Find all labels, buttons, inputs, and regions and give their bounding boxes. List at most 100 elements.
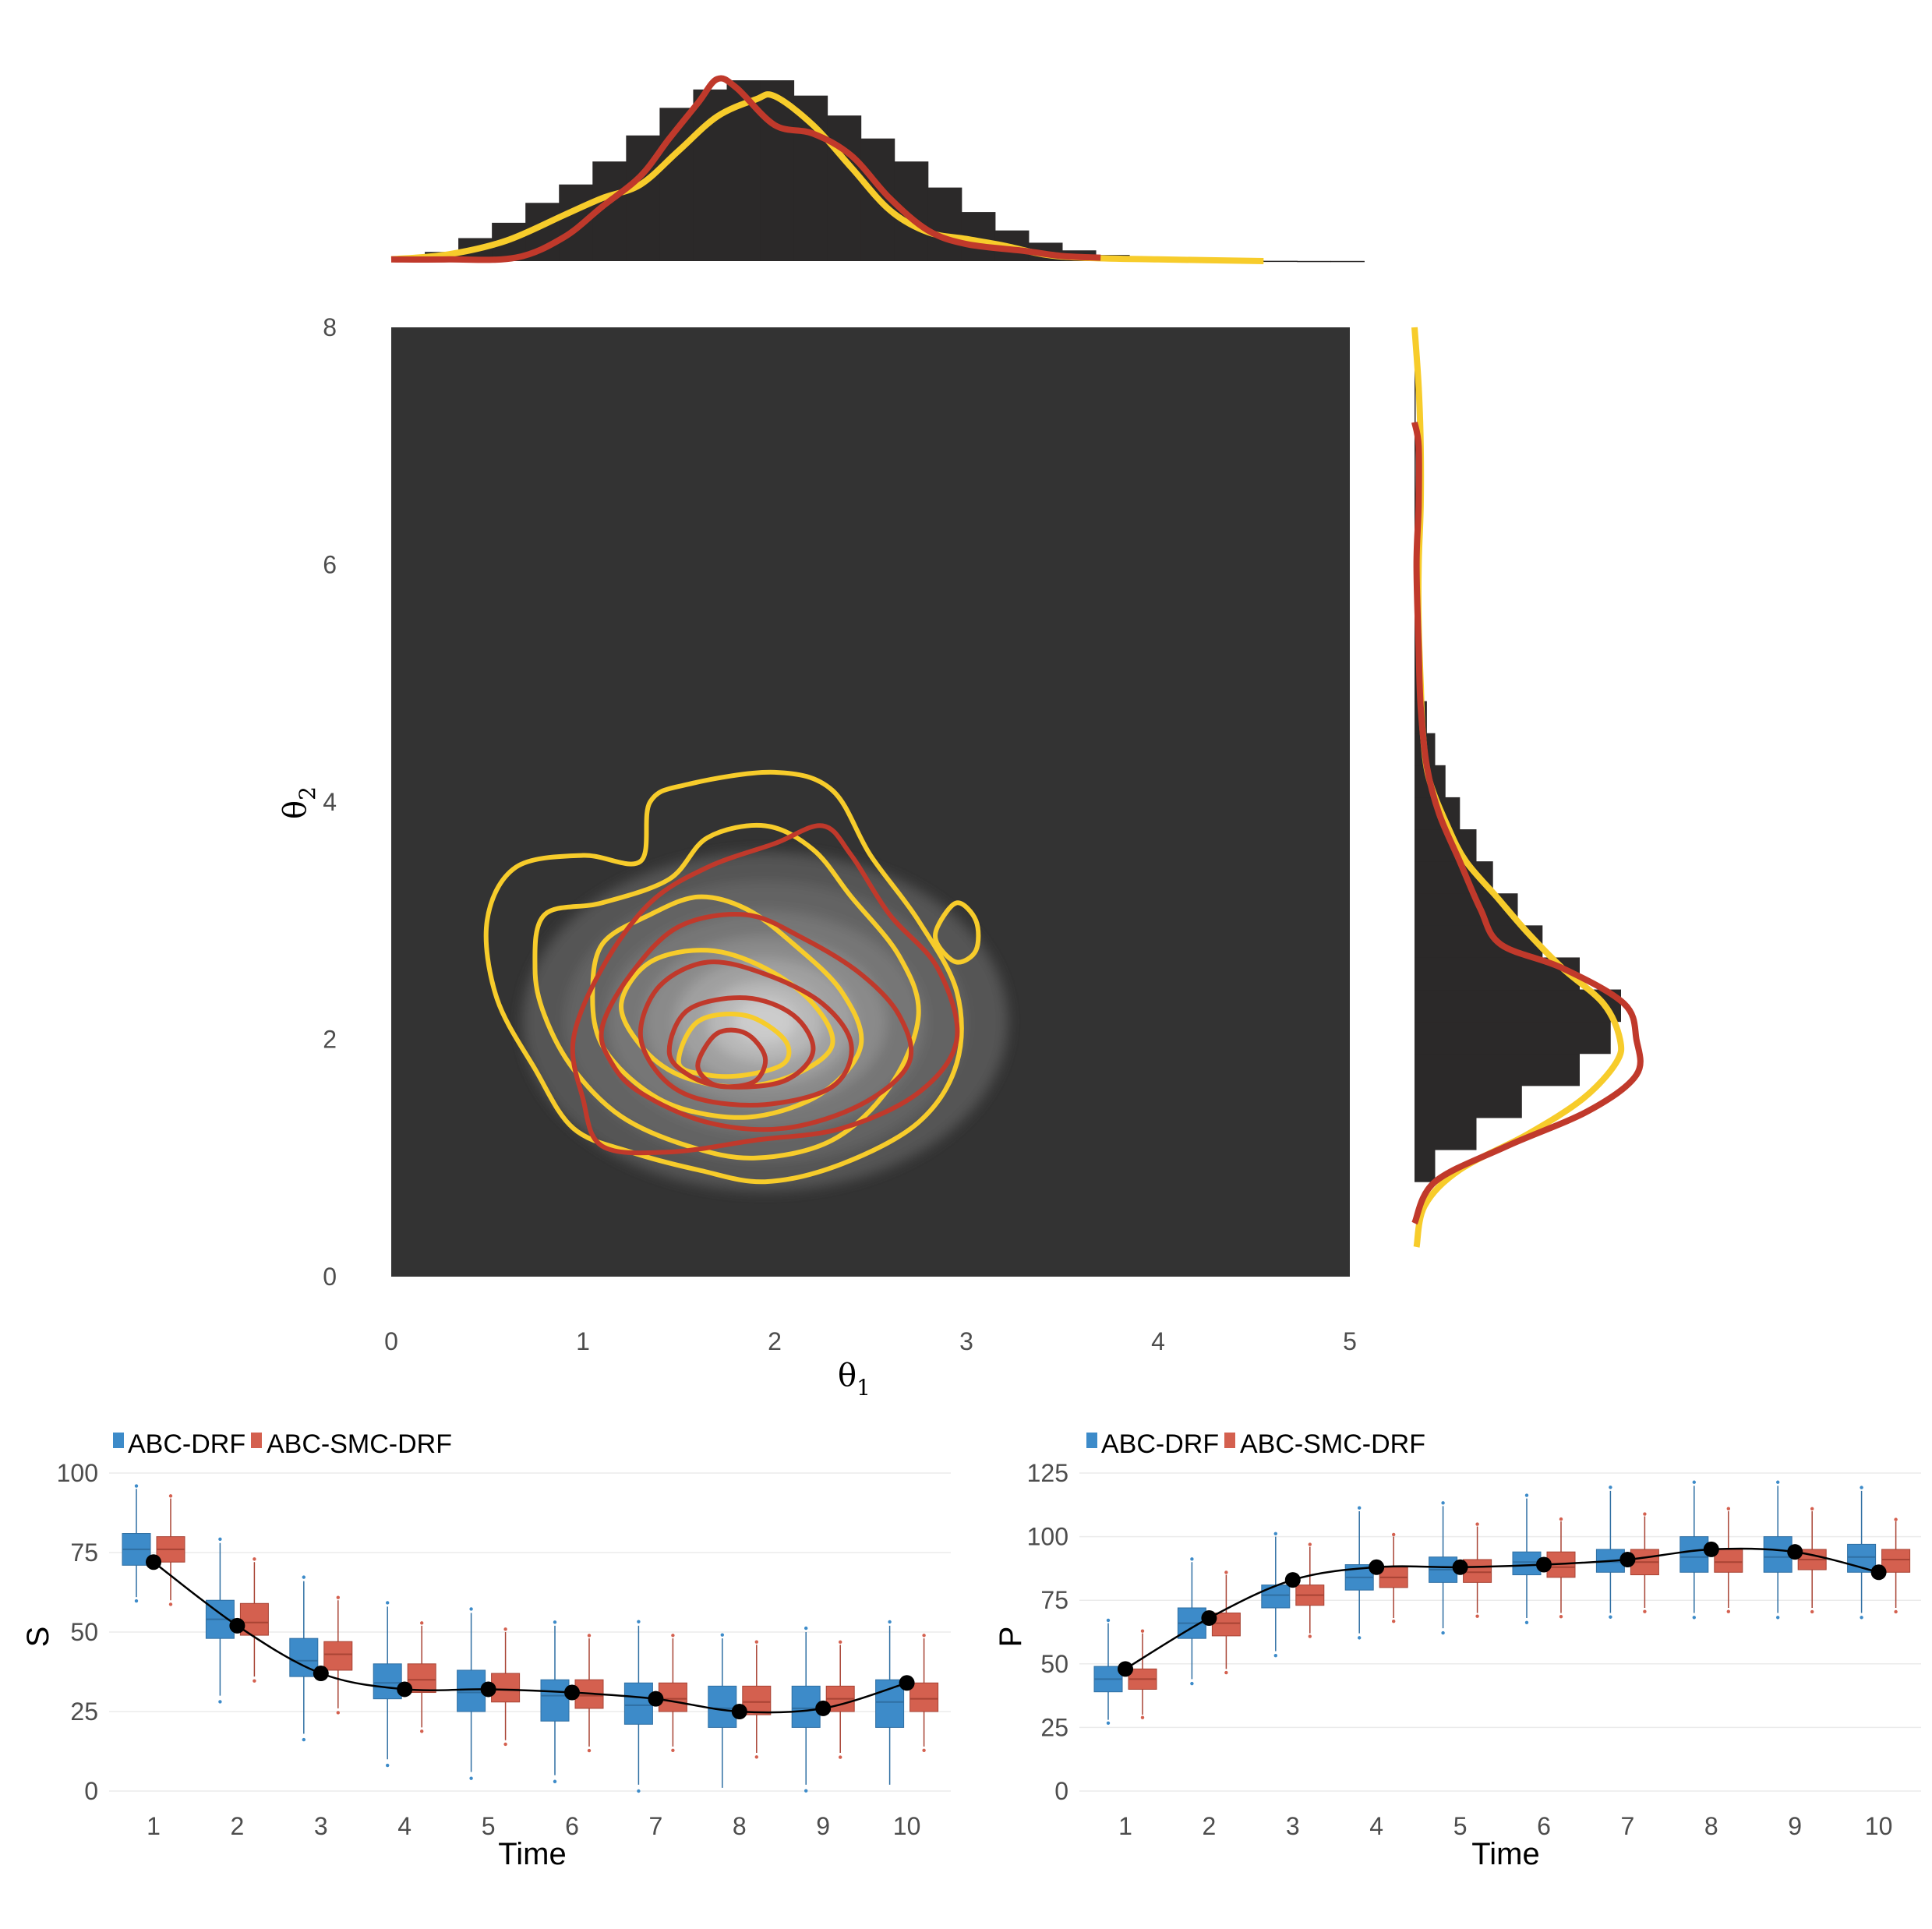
p-truth-point bbox=[1284, 1572, 1301, 1588]
s-box-body bbox=[623, 1682, 653, 1725]
s-box-abc-drf bbox=[791, 1626, 821, 1793]
p-truth-point bbox=[1870, 1564, 1887, 1581]
p-outlier bbox=[1524, 1620, 1529, 1624]
p-outlier bbox=[1190, 1557, 1194, 1561]
p-box-abc-drf bbox=[1847, 1486, 1877, 1620]
p-outlier bbox=[1358, 1506, 1362, 1510]
p-outlier bbox=[1441, 1501, 1445, 1505]
x-axis-title-subscript: 1 bbox=[857, 1375, 871, 1401]
s-box-body bbox=[658, 1682, 687, 1712]
p-box-abc-smc-drf bbox=[1881, 1517, 1911, 1614]
theta2-hist-bar bbox=[1415, 1053, 1580, 1086]
s-legend-key-abc-drf bbox=[113, 1433, 124, 1448]
p-outlier bbox=[1692, 1616, 1696, 1620]
s-legend-label-abc-smc-drf: ABC-SMC-DRF bbox=[267, 1429, 452, 1459]
s-x-tick-label: 5 bbox=[482, 1812, 496, 1840]
p-box-abc-smc-drf bbox=[1630, 1512, 1659, 1613]
s-outlier bbox=[420, 1729, 424, 1733]
s-truth-point bbox=[397, 1681, 413, 1698]
s-box-body bbox=[491, 1673, 521, 1703]
s-box-abc-smc-drf bbox=[825, 1640, 855, 1759]
contour-abc-drf-2 bbox=[532, 822, 921, 1161]
joint-y-tick-label: 6 bbox=[323, 551, 337, 579]
theta2-hist-bar bbox=[1415, 1021, 1611, 1055]
p-box-abc-smc-drf bbox=[1379, 1532, 1408, 1623]
joint-x-tick-label: 5 bbox=[1343, 1327, 1357, 1355]
joint-x-tick-label: 3 bbox=[959, 1327, 973, 1355]
s-outlier bbox=[168, 1494, 173, 1498]
s-outlier bbox=[637, 1789, 641, 1793]
p-truth-point bbox=[1703, 1541, 1719, 1557]
p-box-body bbox=[1714, 1549, 1743, 1573]
p-truth-line bbox=[1125, 1547, 1879, 1670]
s-outlier bbox=[720, 1633, 724, 1637]
p-box-abc-drf bbox=[1679, 1480, 1709, 1620]
p-legend-label-abc-smc-drf: ABC-SMC-DRF bbox=[1240, 1429, 1425, 1459]
p-y-tick-label: 125 bbox=[1027, 1459, 1068, 1487]
p-box-body bbox=[1261, 1585, 1291, 1609]
s-x-tick-label: 1 bbox=[147, 1812, 161, 1840]
theta1-marginal bbox=[390, 75, 1365, 264]
s-legend: ABC-DRF ABC-SMC-DRF bbox=[113, 1429, 452, 1459]
s-box-body bbox=[791, 1685, 821, 1728]
theta2-curve-abc-smc-drf bbox=[1411, 421, 1644, 1225]
s-y-tick-label: 100 bbox=[57, 1459, 98, 1487]
s-outlier bbox=[336, 1711, 340, 1715]
s-legend-label-abc-drf: ABC-DRF bbox=[128, 1429, 245, 1459]
p-outlier bbox=[1524, 1493, 1529, 1497]
s-x-tick-label: 7 bbox=[649, 1812, 663, 1840]
p-legend-label-abc-drf: ABC-DRF bbox=[1101, 1429, 1219, 1459]
s-outlier bbox=[804, 1626, 808, 1630]
p-box-body bbox=[1881, 1549, 1911, 1573]
p-box-abc-drf bbox=[1261, 1532, 1291, 1658]
theta1-hist-bar bbox=[760, 80, 795, 261]
p-y-tick-label: 75 bbox=[1040, 1586, 1068, 1614]
p-outlier bbox=[1475, 1614, 1479, 1618]
p-box-abc-smc-drf bbox=[1546, 1517, 1576, 1619]
s-x-tick-label: 4 bbox=[397, 1812, 411, 1840]
p-outlier bbox=[1609, 1615, 1612, 1619]
p-x-tick-label: 10 bbox=[1865, 1812, 1893, 1840]
s-box-abc-drf bbox=[122, 1484, 151, 1603]
y-axis-title-symbol: θ bbox=[277, 800, 313, 819]
s-outlier bbox=[503, 1742, 507, 1747]
s-outlier bbox=[253, 1557, 256, 1561]
y-axis-title-subscript: 2 bbox=[295, 786, 320, 800]
contour-abc-drf-4 bbox=[619, 948, 835, 1090]
contour-abc-smc-drf-1 bbox=[570, 823, 960, 1156]
s-truth-point bbox=[146, 1554, 161, 1570]
p-outlier bbox=[1392, 1532, 1396, 1537]
s-outlier bbox=[839, 1755, 842, 1759]
s-outlier bbox=[754, 1755, 758, 1759]
joint-x-tick-label: 0 bbox=[384, 1327, 398, 1355]
s-truth-point bbox=[648, 1691, 664, 1707]
s-outlier bbox=[587, 1634, 592, 1638]
s-x-axis-title: Time bbox=[498, 1837, 566, 1871]
p-outlier bbox=[1441, 1630, 1445, 1635]
p-box-abc-smc-drf bbox=[1211, 1570, 1241, 1675]
p-outlier bbox=[1860, 1486, 1863, 1489]
p-box-abc-smc-drf bbox=[1295, 1542, 1325, 1638]
theta1-hist-bar bbox=[1297, 260, 1331, 263]
s-outlier bbox=[839, 1640, 842, 1645]
s-box-abc-smc-drf bbox=[742, 1640, 772, 1759]
p-x-tick-label: 2 bbox=[1203, 1812, 1217, 1840]
p-outlier bbox=[1358, 1636, 1362, 1640]
contour-abc-smc-drf-4 bbox=[666, 995, 816, 1090]
p-outlier bbox=[1810, 1609, 1814, 1614]
contour-abc-smc-drf-3 bbox=[638, 959, 854, 1108]
x-axis-title-theta1: θ1 bbox=[838, 1358, 871, 1401]
s-box-abc-drf bbox=[623, 1620, 653, 1793]
s-truth-line bbox=[153, 1561, 907, 1714]
theta1-hist-bar bbox=[927, 187, 962, 261]
s-box-body bbox=[457, 1669, 486, 1712]
s-box-abc-smc-drf bbox=[323, 1595, 353, 1715]
s-outlier bbox=[922, 1634, 926, 1638]
p-y-tick-label: 0 bbox=[1054, 1777, 1068, 1805]
p-outlier bbox=[1140, 1629, 1145, 1633]
p-outlier bbox=[1106, 1618, 1111, 1623]
p-box-abc-drf bbox=[1344, 1506, 1374, 1640]
s-truth-point bbox=[731, 1704, 747, 1719]
s-outlier bbox=[134, 1484, 139, 1488]
